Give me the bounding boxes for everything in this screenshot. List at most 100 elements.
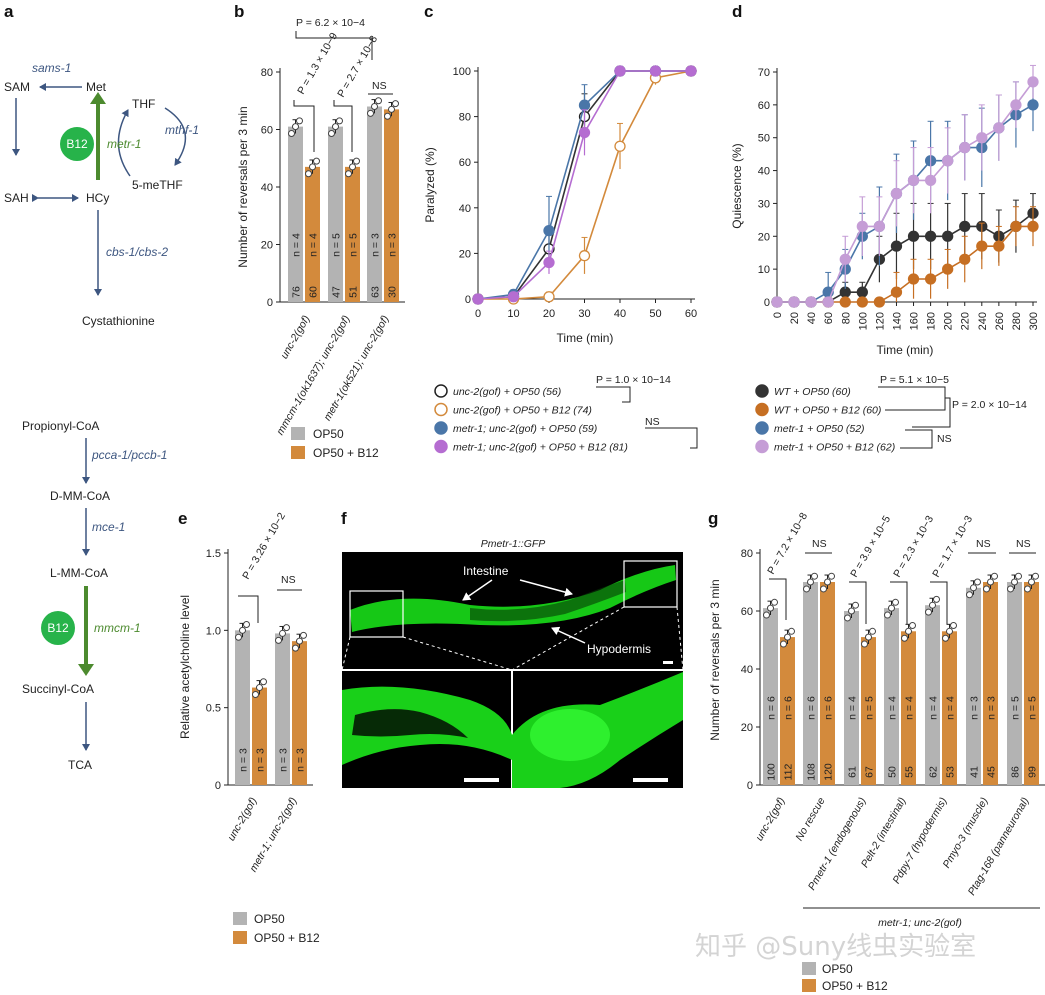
legend-label: unc-2(gof) + OP50 + B12 (74) [453, 405, 592, 417]
panel-e-legend-b12: OP50 + B12 [254, 931, 320, 945]
y-tick-label: 40 [261, 182, 273, 194]
panel-g-legend-op50-swatch [802, 962, 816, 975]
y-tick-label: 0 [267, 297, 273, 309]
arrow-intestine-2 [519, 579, 573, 597]
bar-op50-b12 [983, 582, 998, 785]
x-tick-label: 280 [1011, 312, 1023, 330]
panel-g-legend-b12-swatch [802, 979, 816, 992]
bar-op50-b12 [292, 641, 307, 785]
count-label: 55 [904, 766, 916, 778]
x-tick-label: 140 [891, 312, 903, 330]
data-point [890, 187, 903, 200]
panel-e-yaxis: 0 0.5 1.0 1.5 [206, 548, 229, 792]
n-label: n = 4 [928, 696, 940, 720]
data-point [239, 626, 246, 634]
label-succinyl: Succinyl-CoA [22, 682, 94, 696]
data-point [892, 598, 899, 606]
data-point [974, 578, 981, 586]
y-tick-label: 1.5 [206, 548, 221, 560]
data-point [763, 611, 770, 619]
count-label: 51 [348, 286, 360, 298]
bar-op50 [1007, 582, 1022, 785]
data-point [828, 572, 835, 580]
label-sam: SAM [4, 80, 30, 94]
data-point [805, 296, 817, 308]
panel-g-ns3: NS [1016, 538, 1031, 550]
panel-g-ns1: NS [812, 538, 827, 550]
data-point [852, 601, 859, 609]
bar-op50 [288, 126, 303, 302]
n-label: n = 6 [766, 696, 778, 720]
data-point [925, 608, 932, 616]
panel-d-bracket-ns [900, 429, 933, 449]
data-point [614, 140, 626, 152]
data-point [924, 230, 937, 242]
count-label: 61 [847, 766, 859, 778]
data-point [970, 584, 977, 592]
data-point [924, 174, 937, 187]
panel-e-ns: NS [281, 574, 296, 586]
x-tick-label: 0 [772, 312, 784, 318]
data-point [803, 585, 810, 593]
panel-b-ylabel: Number of reversals per 3 min [236, 106, 250, 267]
data-point [942, 263, 954, 275]
n-label: n = 3 [387, 233, 399, 257]
data-point [1010, 99, 1022, 111]
data-point [856, 220, 868, 233]
data-point [942, 230, 954, 242]
panel-d-p1: P = 5.1 × 10−5 [880, 374, 949, 386]
y-tick-label: 60 [261, 125, 273, 137]
legend-label: WT + OP50 + B12 (60) [774, 405, 881, 417]
y-tick-label: 0.5 [206, 703, 221, 715]
data-point [1032, 572, 1039, 580]
data-point [856, 286, 868, 298]
data-point [543, 291, 555, 303]
data-point [288, 130, 295, 138]
panel-e-legend-op50-swatch [233, 912, 247, 925]
series-line [777, 81, 1034, 303]
x-tick-label: 240 [977, 312, 989, 330]
data-point [824, 578, 831, 586]
y-tick-label: 1.0 [206, 625, 221, 637]
b12-text-bottom: B12 [47, 621, 69, 635]
data-point [905, 627, 912, 635]
data-point [959, 220, 971, 233]
inset-box-left [349, 590, 404, 638]
legend-label: metr-1; unc-2(gof) + OP50 + B12 (81) [453, 442, 628, 454]
y-tick-label: 0 [465, 294, 471, 306]
bar-op50-b12 [252, 687, 267, 785]
panel-d: d Quiescence (%) 0 10 20 30 40 50 60 70 0 20 40 60 8… [730, 2, 1040, 454]
data-point [950, 622, 957, 629]
x-tick-label: 80 [840, 312, 852, 324]
panel-letter-a: a [4, 2, 14, 21]
data-point [300, 631, 307, 639]
data-point [292, 644, 299, 652]
y-tick-label: 80 [459, 112, 471, 124]
n-label: n = 5 [1027, 696, 1039, 720]
bar-op50-b12 [1024, 582, 1039, 785]
n-label: n = 3 [370, 233, 382, 257]
panel-b: b Number of reversals per 3 min 0 20 40 60 8… [234, 2, 405, 460]
data-point [907, 273, 920, 285]
label-5methf: 5-meTHF [132, 178, 183, 192]
data-point [1011, 578, 1018, 586]
y-tick-label: 0 [747, 780, 753, 792]
data-point [807, 578, 814, 586]
count-label: 63 [370, 286, 382, 298]
panel-b-p-top: P = 6.2 × 10−4 [296, 17, 365, 29]
category-label: Pmyo-3 (muscle) [941, 796, 991, 871]
data-point [780, 640, 787, 648]
x-tick-label: 160 [909, 312, 921, 330]
x-tick-label: 120 [874, 312, 886, 330]
category-label: Pelt-2 (intestinal) [859, 796, 909, 870]
panel-g-p2: P = 3.9 × 10−5 [848, 514, 893, 580]
count-label: 67 [864, 766, 876, 778]
data-point [976, 240, 988, 252]
data-point [884, 611, 891, 619]
panel-b-legend-op50: OP50 [313, 427, 344, 441]
panel-g: g Number of reversals per 3 min 0 20 40 60 8… [708, 509, 1045, 993]
data-point [685, 65, 697, 77]
count-label: 50 [887, 766, 899, 778]
data-point [507, 291, 520, 303]
panel-b-legend-op50-swatch [291, 427, 305, 440]
